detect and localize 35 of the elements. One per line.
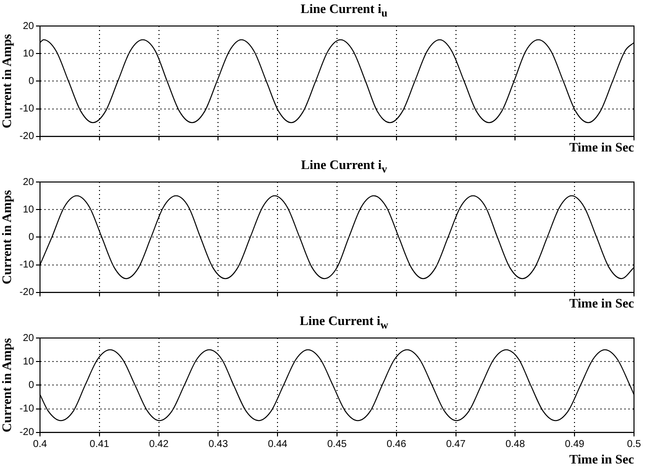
x-tick-label: 0.41 — [90, 439, 110, 450]
y-tick-label: -20 — [20, 287, 34, 298]
x-axis-title: Time in Sec — [569, 140, 634, 155]
y-tick-label: 10 — [22, 356, 34, 368]
chart-title: Line Current i$_{w}$ — [298, 312, 390, 332]
y-axis-title: Current in Amps — [0, 338, 14, 432]
y-tick-label: 20 — [22, 332, 34, 344]
y-tick-label: -10 — [20, 104, 34, 115]
x-axis-title: Time in Sec — [569, 452, 634, 467]
x-tick-label: 0.45 — [327, 439, 348, 450]
y-tick-label: 20 — [22, 176, 34, 188]
x-tick-label: 0.46 — [386, 439, 407, 450]
y-tick-label: -20 — [20, 427, 34, 438]
chart-title: Line Current i$_{v}$ — [300, 156, 388, 176]
y-tick-label: -20 — [20, 131, 34, 142]
y-tick-label: 0 — [28, 380, 34, 391]
y-tick-label: 0 — [28, 232, 34, 243]
x-tick-label: 0.44 — [268, 439, 288, 450]
chart-title: Line Current i$_{u}$ — [300, 0, 388, 20]
y-tick-label: 0 — [28, 76, 34, 87]
y-tick-label: -10 — [20, 260, 34, 271]
y-tick-label: 10 — [22, 204, 34, 216]
x-tick-label: 0.47 — [446, 439, 466, 450]
x-tick-label: 0.5 — [627, 439, 642, 450]
y-tick-label: -10 — [20, 404, 34, 415]
y-tick-label: 20 — [22, 20, 34, 32]
x-tick-label: 0.49 — [564, 439, 585, 450]
x-axis-title: Time in Sec — [569, 296, 634, 311]
x-tick-label: 0.42 — [149, 439, 169, 450]
y-axis-title: Current in Amps — [0, 34, 14, 128]
y-tick-label: 10 — [22, 48, 34, 60]
x-tick-label: 0.4 — [33, 439, 48, 450]
x-tick-label: 0.43 — [208, 439, 228, 450]
y-axis-title: Current in Amps — [0, 190, 14, 284]
x-tick-label: 0.48 — [505, 439, 526, 450]
